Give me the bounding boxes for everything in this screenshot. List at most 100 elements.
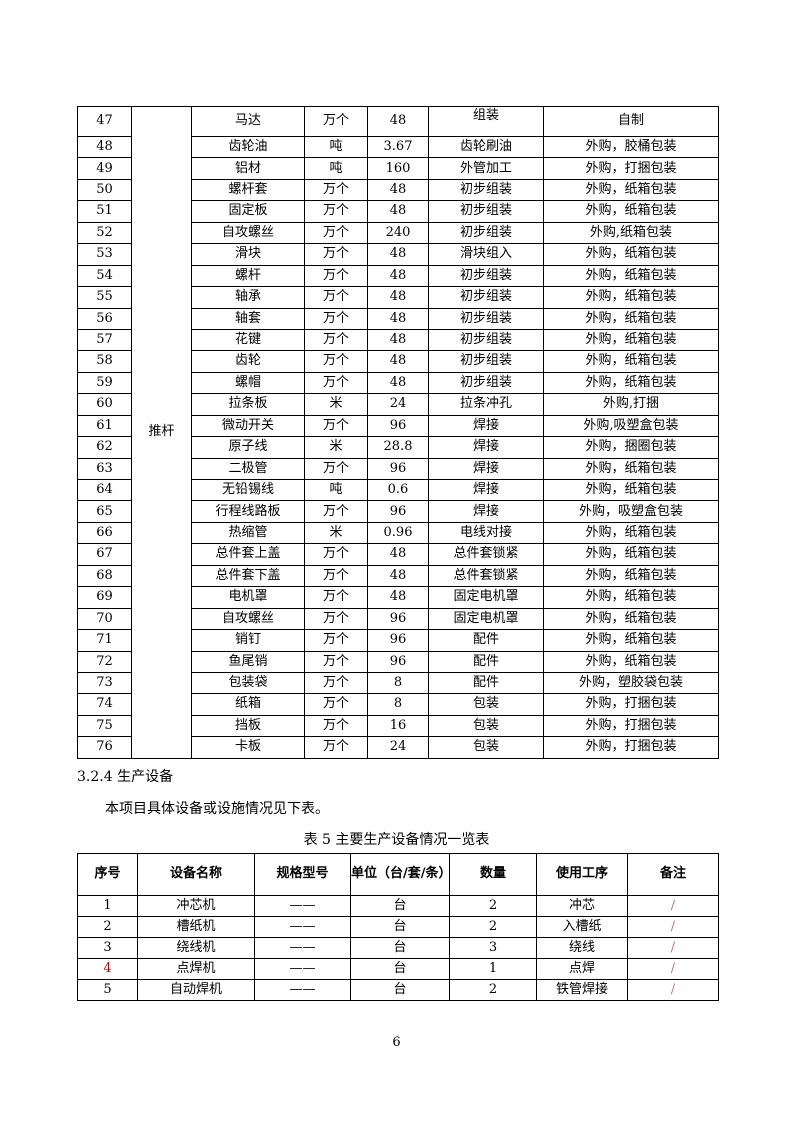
table-cell: 原子线 — [191, 436, 305, 459]
table-cell: 绕线机 — [137, 937, 255, 959]
table-cell: 2 — [449, 895, 537, 917]
table-cell: 米 — [304, 436, 368, 459]
table-cell: 初步组装 — [428, 200, 544, 223]
table-cell: 万个 — [304, 629, 368, 652]
table-cell: 万个 — [304, 714, 368, 738]
table-cell: 滑块 — [191, 243, 305, 266]
table-cell: 台 — [350, 916, 450, 938]
table-cell: 电机罩 — [191, 586, 305, 609]
table-cell: 焊接 — [428, 436, 544, 459]
table-cell: 3.67 — [367, 135, 429, 159]
table-row: 3 绕线机 —— 台 3 绕线 / — [77, 937, 719, 959]
table-cell: 96 — [367, 650, 429, 673]
table-cell: 万个 — [304, 586, 368, 609]
table-cell: 24 — [367, 736, 429, 759]
table-cell: 万个 — [304, 650, 368, 673]
table-cell: 47 — [77, 106, 132, 137]
table-cell: 万个 — [304, 286, 368, 309]
table-row: 65 行程线路板 万个 96 焊接 外购，吸塑盒包装 — [77, 500, 719, 523]
table-cell: 48 — [367, 586, 429, 609]
table-cell: 外购，纸箱包装 — [543, 371, 719, 395]
table-cell: 台 — [350, 937, 450, 959]
table-cell: 万个 — [304, 328, 368, 352]
table-cell: 49 — [77, 157, 132, 180]
table-cell: 64 — [77, 478, 132, 502]
table-row: 69 电机罩 万个 48 固定电机罩 外购，纸箱包装 — [77, 586, 719, 609]
table-cell: 初步组装 — [428, 328, 544, 352]
table-cell: 万个 — [304, 607, 368, 631]
table-cell: 96 — [367, 629, 429, 652]
table-cell: 初步组装 — [428, 264, 544, 288]
table-cell: 外购，纸箱包装 — [543, 350, 719, 373]
table-cell: 万个 — [304, 350, 368, 373]
column-header: 使用工序 — [536, 853, 628, 896]
table-row: 55 轴承 万个 48 初步组装 外购，纸箱包装 — [77, 286, 719, 309]
table-cell: 鱼尾销 — [191, 650, 305, 673]
table-cell: 初步组装 — [428, 371, 544, 395]
table-cell: 万个 — [304, 178, 368, 202]
table-cell: 74 — [77, 693, 132, 716]
table-cell: —— — [254, 958, 351, 980]
table-cell: 外购，打捆包装 — [543, 157, 719, 180]
table-cell: 配件 — [428, 629, 544, 652]
table-cell: 0.6 — [367, 478, 429, 502]
table-cell: 万个 — [304, 564, 368, 588]
table-row: 60 拉条板米 24 拉条冲孔 外购,打捆 — [77, 393, 719, 416]
table-cell: 外购，捆圈包装 — [543, 436, 719, 459]
table-cell: 72 — [77, 650, 132, 673]
column-header: 单位（台/套/条） — [350, 853, 450, 896]
group-cell: 推杆 — [131, 106, 192, 759]
table-cell: 外购，纸箱包装 — [543, 243, 719, 266]
table-cell: 48 — [367, 200, 429, 223]
table-cell: 焊接 — [428, 457, 544, 481]
table-cell: 拉条冲孔 — [428, 393, 544, 416]
table-row: 52 自攻螺丝 万个 240 初步组装 外购,纸箱包装 — [77, 221, 719, 245]
table-cell: 3 — [449, 937, 537, 959]
table-cell: 槽纸机 — [137, 916, 255, 938]
intro-paragraph: 本项目具体设备或设施情况见下表。 — [105, 801, 329, 817]
table-cell: 自攻螺丝 — [191, 221, 305, 245]
table-cell: 自制 — [543, 106, 719, 137]
table-cell: 73 — [77, 671, 132, 695]
table-cell: 电线对接 — [428, 521, 544, 545]
table-cell: 外购，纸箱包装 — [543, 457, 719, 481]
table-cell: 69 — [77, 586, 132, 609]
column-header: 序号 — [77, 853, 138, 896]
table-cell: 固定电机罩 — [428, 607, 544, 631]
column-header: 数量 — [449, 853, 537, 896]
table-cell: 入槽纸 — [536, 916, 628, 938]
table-cell: 59 — [77, 371, 132, 395]
table-cell: 台 — [350, 895, 450, 917]
table-cell: 48 — [367, 328, 429, 352]
table-cell: 固定电机罩 — [428, 586, 544, 609]
table-cell: 卡板 — [191, 736, 305, 759]
table-cell: 花键 — [191, 328, 305, 352]
table-cell: 固定板 — [191, 200, 305, 223]
table-cell: 2 — [449, 916, 537, 938]
table-cell: 焊接 — [428, 478, 544, 502]
table-cell: 外购，纸箱包装 — [543, 178, 719, 202]
table-cell: 2 — [449, 979, 537, 1001]
table-cell: 160 — [367, 157, 429, 180]
table-cell: 齿轮刷油 — [428, 135, 544, 159]
table-cell: 吨 — [304, 157, 368, 180]
table-cell: 48 — [367, 106, 429, 137]
table-cell: 自动焊机 — [137, 979, 255, 1001]
table-cell: 点焊 — [536, 958, 628, 980]
table-cell: 55 — [77, 286, 132, 309]
table-cell: 外购，纸箱包装 — [543, 607, 719, 631]
table-cell: 外购，纸箱包装 — [543, 307, 719, 330]
table-cell: 热缩管 — [191, 521, 305, 545]
table-cell: 70 — [77, 607, 132, 631]
table-cell: 50 — [77, 178, 132, 202]
table-cell: 66 — [77, 521, 132, 545]
table-cell: 挡板 — [191, 714, 305, 738]
table-cell: 外管加工 — [428, 157, 544, 180]
table-cell: 总件套上盖 — [191, 543, 305, 566]
table-cell: —— — [254, 895, 351, 917]
table-cell: 组装 — [428, 106, 544, 137]
table-cell: 行程线路板 — [191, 500, 305, 523]
table-cell: 点焊机 — [137, 958, 255, 980]
table-cell: 48 — [367, 178, 429, 202]
table-cell: 52 — [77, 221, 132, 245]
